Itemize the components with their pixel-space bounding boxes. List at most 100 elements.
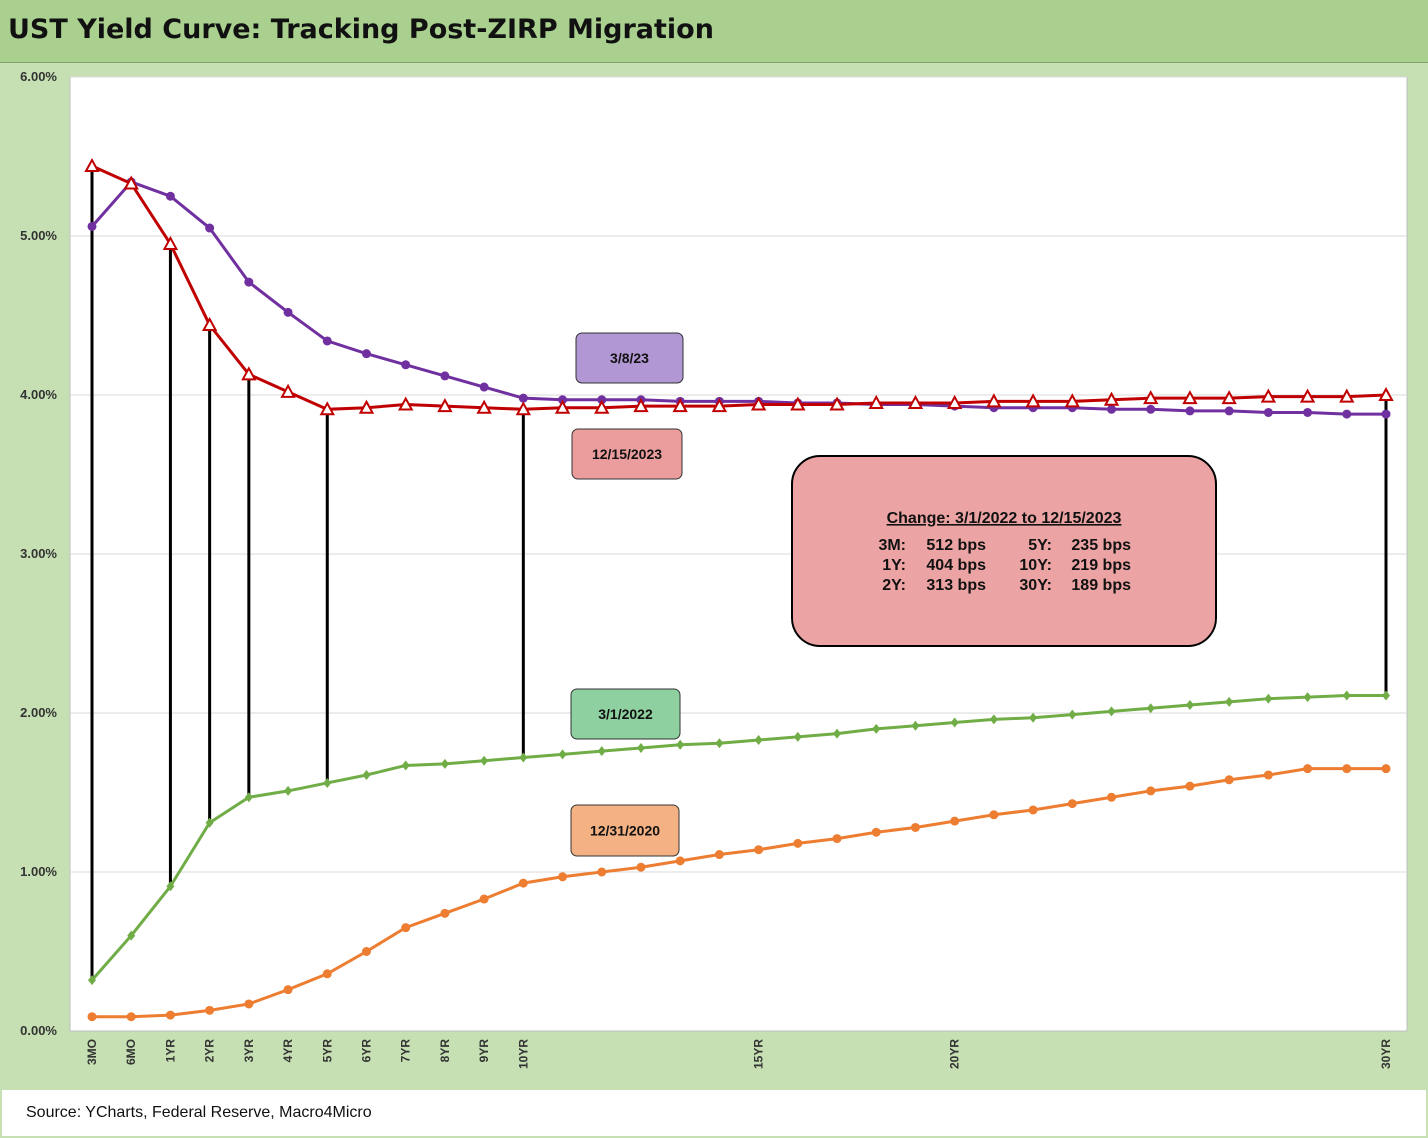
series-tag-label: 3/1/2022 xyxy=(598,706,653,722)
data-point xyxy=(1064,393,1080,408)
change-summary-cell: 219 bps xyxy=(1071,557,1131,574)
data-point xyxy=(1299,388,1316,403)
data-point xyxy=(1225,696,1234,707)
y-tick-label: 2.00% xyxy=(20,705,57,720)
change-summary-cell: 30Y: xyxy=(1019,577,1052,594)
x-tick-label: 10YR xyxy=(516,1039,530,1069)
data-point xyxy=(832,834,842,844)
data-point xyxy=(986,393,1002,408)
data-point xyxy=(1067,799,1077,809)
data-point xyxy=(440,758,449,769)
series-line xyxy=(92,767,1386,1019)
data-point xyxy=(558,749,567,760)
data-point xyxy=(201,316,218,332)
data-point xyxy=(714,850,724,860)
data-point xyxy=(911,720,920,731)
data-point xyxy=(519,752,528,763)
data-point xyxy=(1025,393,1041,408)
data-point xyxy=(479,382,489,392)
data-point xyxy=(871,827,881,837)
series-tag-label: 12/31/2020 xyxy=(590,823,660,839)
data-point xyxy=(989,714,998,725)
data-point xyxy=(989,810,999,820)
data-point xyxy=(127,930,136,941)
data-point xyxy=(1264,693,1273,704)
data-point xyxy=(401,760,410,771)
data-point xyxy=(479,894,489,904)
series-line xyxy=(91,164,1387,411)
data-point xyxy=(319,401,335,416)
data-point xyxy=(675,856,685,866)
data-point xyxy=(633,398,649,413)
data-point xyxy=(790,396,806,411)
data-point xyxy=(244,277,254,287)
series-tag xyxy=(570,688,681,740)
data-point xyxy=(88,975,96,986)
y-tick-label: 4.00% xyxy=(20,387,57,402)
x-tick-label: 3MO xyxy=(85,1039,99,1065)
data-point xyxy=(829,396,845,411)
data-point xyxy=(950,816,960,826)
data-point xyxy=(358,399,375,414)
data-point xyxy=(1068,709,1077,720)
data-point xyxy=(1103,391,1120,406)
data-point xyxy=(1303,407,1313,417)
data-point xyxy=(244,792,253,803)
change-summary-box xyxy=(791,455,1217,647)
source-box: Source: YCharts, Federal Reserve, Macro4… xyxy=(2,1090,1426,1136)
data-point xyxy=(910,822,920,832)
series-tag-label: 3/8/23 xyxy=(610,350,649,366)
data-point xyxy=(1260,388,1277,403)
data-point xyxy=(165,1010,175,1020)
data-point xyxy=(1224,406,1234,416)
source-text: Source: YCharts, Federal Reserve, Macro4… xyxy=(26,1104,372,1121)
x-tick-label: 20YR xyxy=(948,1039,962,1069)
data-point xyxy=(1381,764,1391,774)
data-point xyxy=(518,393,528,403)
x-tick-label: 7YR xyxy=(399,1039,413,1063)
data-point xyxy=(950,717,959,728)
change-summary-cell: 313 bps xyxy=(926,577,986,594)
data-point xyxy=(362,770,371,781)
change-summary-cell: 512 bps xyxy=(926,537,986,554)
data-point xyxy=(1146,786,1156,796)
data-point xyxy=(283,307,293,317)
data-point xyxy=(1107,404,1117,414)
data-point xyxy=(676,739,685,750)
change-summary-cell: 189 bps xyxy=(1071,577,1131,594)
data-point xyxy=(1221,390,1237,405)
data-point xyxy=(1224,775,1234,785)
data-point xyxy=(361,349,371,359)
data-point xyxy=(1339,388,1355,403)
data-point xyxy=(554,399,571,414)
data-point xyxy=(476,399,492,414)
change-summary-heading: Change: 3/1/2022 to 12/15/2023 xyxy=(887,510,1122,527)
series-tag xyxy=(575,332,684,384)
x-tick-label: 9YR xyxy=(477,1039,491,1063)
data-point xyxy=(597,746,606,757)
data-point xyxy=(322,336,332,346)
data-point xyxy=(1185,781,1195,791)
x-tick-label: 15YR xyxy=(752,1039,766,1069)
change-summary-cell: 10Y: xyxy=(1019,557,1052,574)
y-tick-label: 1.00% xyxy=(20,864,57,879)
data-point xyxy=(636,742,645,753)
data-point xyxy=(1107,706,1116,717)
data-point xyxy=(1342,764,1352,774)
title-bar: UST Yield Curve: Tracking Post-ZIRP Migr… xyxy=(0,0,1428,63)
data-point xyxy=(123,175,139,190)
data-point xyxy=(1342,409,1352,419)
data-point xyxy=(946,394,963,409)
data-point xyxy=(793,731,802,742)
data-point xyxy=(323,777,332,788)
series-tag xyxy=(571,428,683,480)
data-point xyxy=(1146,404,1156,414)
change-summary-cell: 1Y: xyxy=(882,557,906,574)
chart-title: UST Yield Curve: Tracking Post-ZIRP Migr… xyxy=(8,14,714,45)
data-point xyxy=(1146,703,1155,714)
data-point xyxy=(872,723,881,734)
x-tick-label: 5YR xyxy=(320,1039,334,1063)
x-tick-label: 30YR xyxy=(1379,1039,1393,1069)
data-point xyxy=(87,221,97,231)
